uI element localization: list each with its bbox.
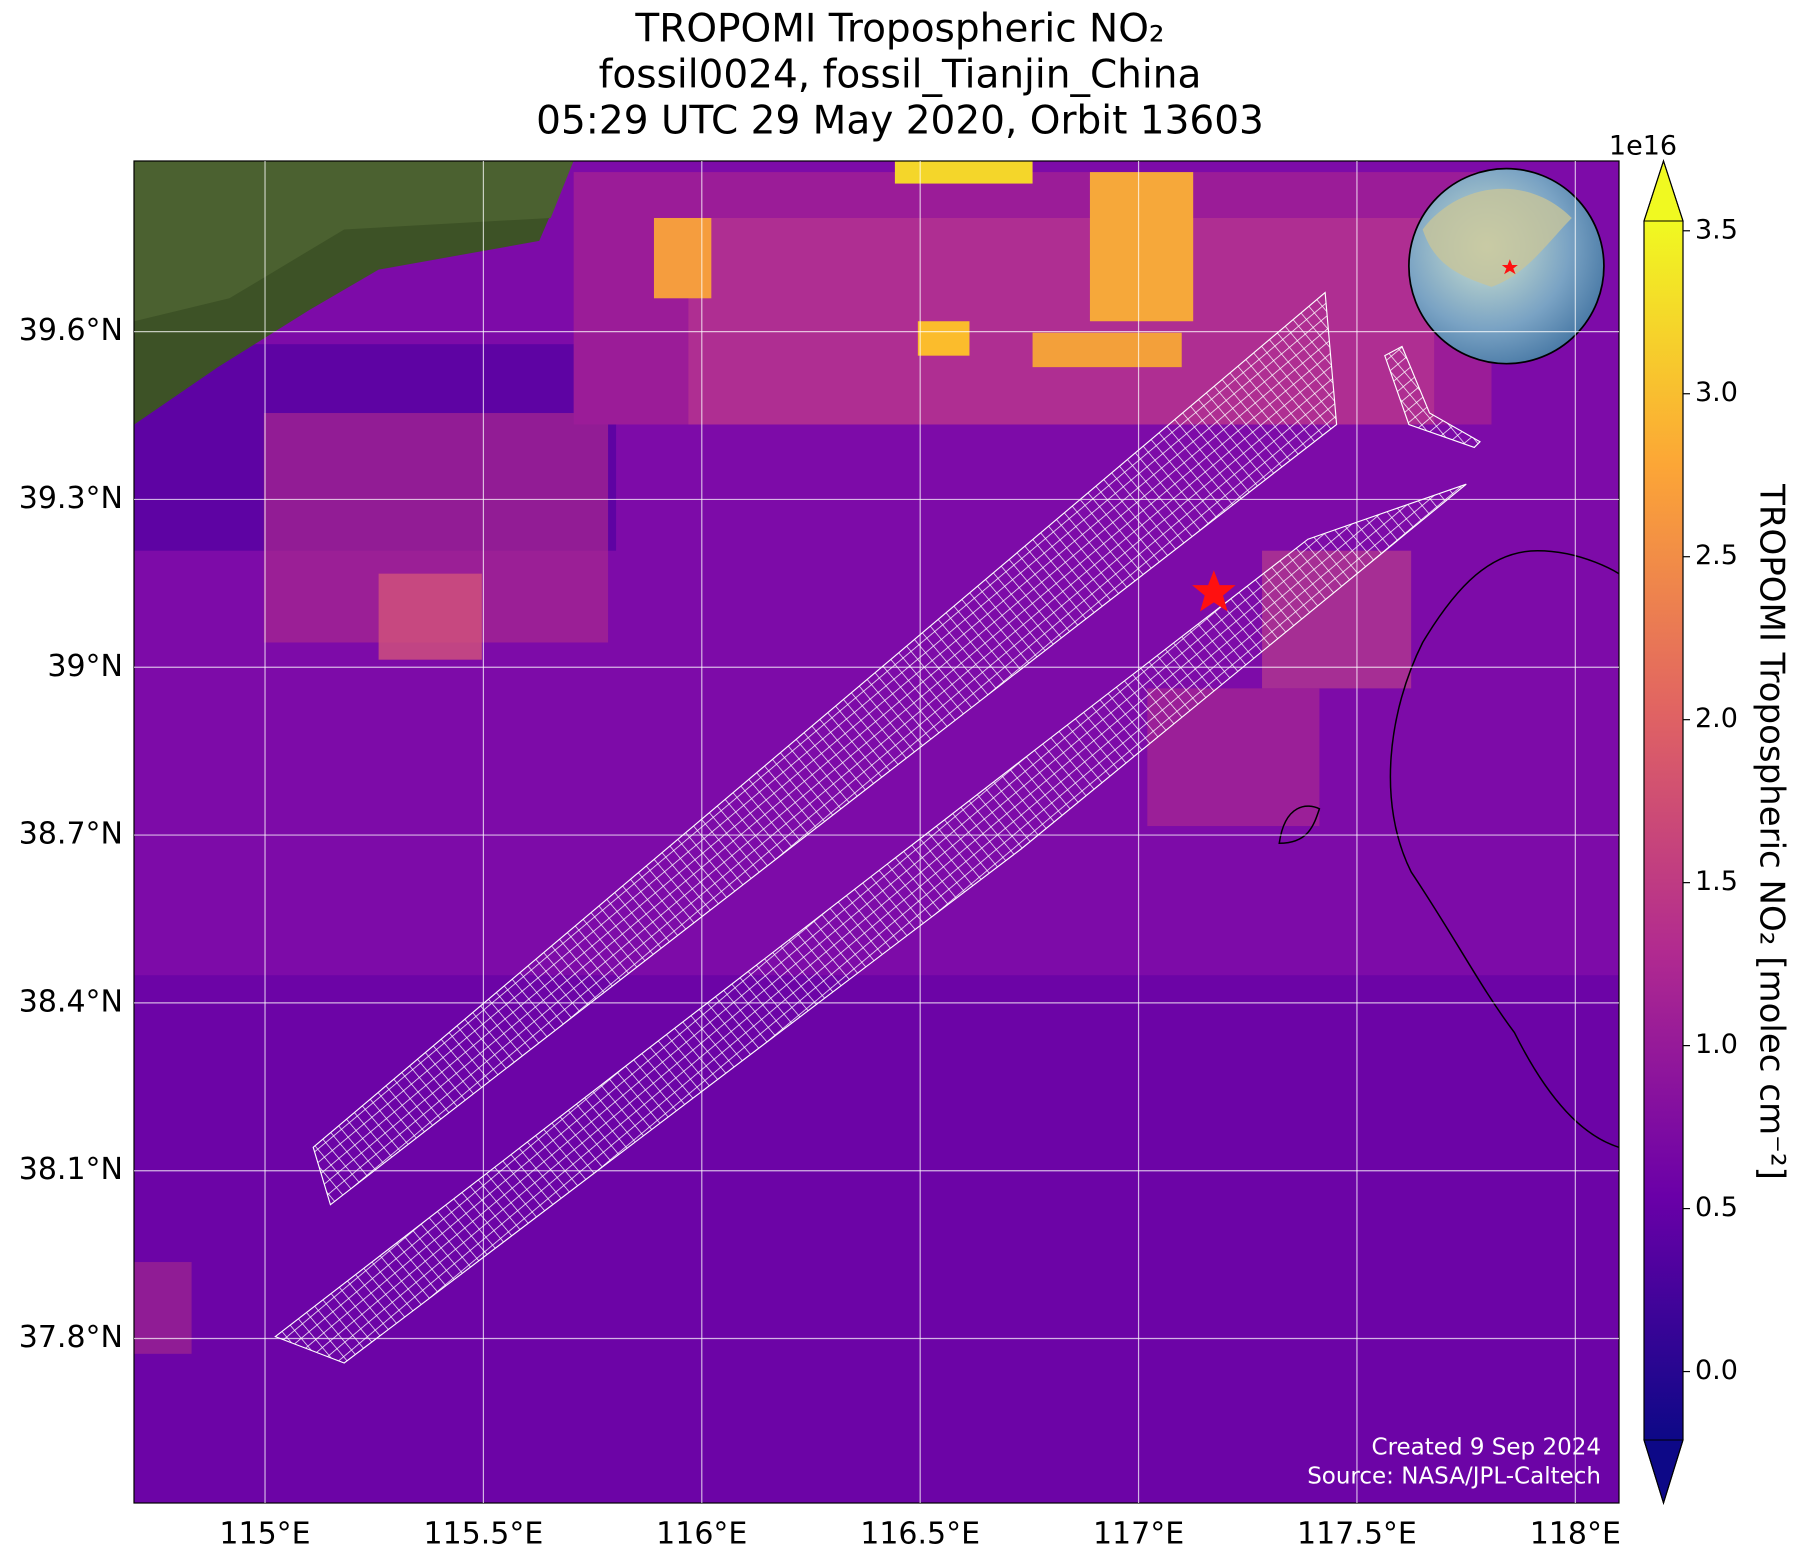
chart-title: 05:29 UTC 29 May 2020, Orbit 13603	[536, 99, 1264, 144]
colorbar-extend-max	[1643, 159, 1684, 222]
colorbar-tick-label: 1.0	[1695, 1029, 1738, 1060]
x-tick-label: 115.5°E	[423, 1517, 543, 1552]
colorbar-tick-label: 2.0	[1695, 703, 1738, 734]
colorbar-offset: 1e16	[1609, 131, 1677, 162]
y-tick-label: 38.1°N	[19, 1152, 123, 1187]
x-tick-label: 116°E	[656, 1517, 747, 1552]
y-tick-label: 38.7°N	[19, 817, 123, 852]
colorbar-extend-min	[1643, 1439, 1684, 1505]
y-tick-label: 37.8°N	[19, 1320, 123, 1355]
annotation: Created 9 Sep 2024	[1372, 1435, 1601, 1461]
x-tick-label: 117.5°E	[1297, 1517, 1417, 1552]
y-tick-label: 39.6°N	[19, 313, 123, 348]
y-tick-label: 39°N	[47, 649, 123, 684]
colorbar-outline	[1643, 159, 1684, 1506]
chart-title: TROPOMI Tropospheric NO₂	[634, 7, 1164, 52]
colorbar-tick-label: 0.0	[1695, 1355, 1738, 1386]
colorbar-tick-label: 1.5	[1695, 866, 1738, 897]
colorbar-label: TROPOMI Tropospheric NO₂ [molec cm⁻²]	[1752, 483, 1792, 1180]
annotation: Source: NASA/JPL-Caltech	[1307, 1464, 1601, 1490]
colorbar-tick-label: 3.0	[1695, 377, 1738, 408]
x-tick-label: 115°E	[219, 1517, 310, 1552]
colorbar: 0.0 0.5 1.0 1.5 2.0 2.5 3.0 3.5 1e16 TROPOMI Trop…	[1609, 131, 1792, 1506]
plot-frame	[133, 160, 1620, 1504]
map-background	[134, 161, 1619, 1503]
colorbar-tick-label: 3.5	[1695, 214, 1738, 245]
x-tick-label: 117°E	[1093, 1517, 1184, 1552]
x-tick-label: 116.5°E	[860, 1517, 980, 1552]
colorbar-body	[1644, 221, 1683, 1440]
chart-title: fossil0024, fossil_Tianjin_China	[599, 53, 1202, 98]
y-tick-label: 38.4°N	[19, 984, 123, 1019]
x-tick-label: 118°E	[1530, 1517, 1621, 1552]
y-tick-label: 39.3°N	[19, 481, 123, 516]
colorbar-tick-label: 2.5	[1695, 540, 1738, 571]
colorbar-tick-label: 0.5	[1695, 1192, 1738, 1223]
